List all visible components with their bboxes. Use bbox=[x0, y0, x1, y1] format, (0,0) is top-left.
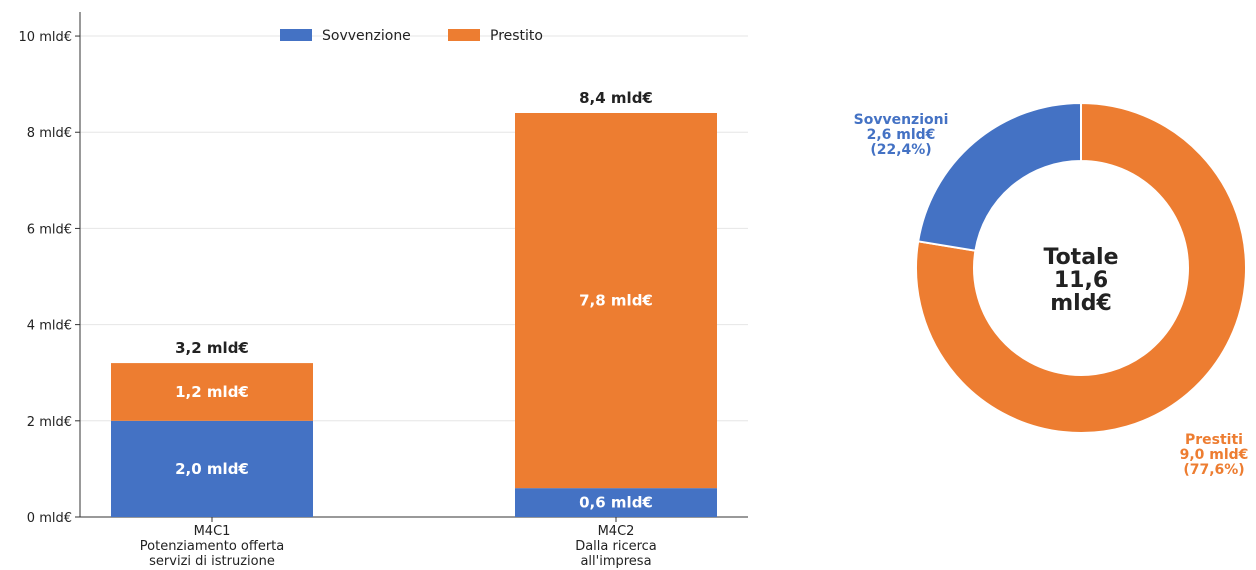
x-tick-label: Potenziamento offerta bbox=[140, 539, 284, 554]
donut-slice bbox=[917, 101, 1082, 252]
y-tick-label: 4 mld€ bbox=[27, 319, 72, 334]
y-tick-label: 0 mld€ bbox=[27, 511, 72, 526]
donut-slice bbox=[915, 101, 1247, 434]
donut-slice-label: (77,6%) bbox=[1183, 462, 1244, 478]
donut-center-label: mld€ bbox=[1050, 291, 1112, 316]
y-tick-label: 6 mld€ bbox=[27, 222, 72, 237]
x-tick-label: Dalla ricerca bbox=[575, 539, 657, 554]
legend-label: Sovvenzione bbox=[322, 28, 411, 44]
bar-value-label: 1,2 mld€ bbox=[175, 383, 249, 401]
bar-segment bbox=[515, 113, 717, 489]
bar-value-label: 0,6 mld€ bbox=[579, 494, 653, 512]
donut-slice-label: Sovvenzioni bbox=[854, 112, 949, 128]
bar-value-label: 7,8 mld€ bbox=[579, 292, 653, 310]
bar-value-label: 2,0 mld€ bbox=[175, 460, 249, 478]
stacked-bar-chart: 0 mld€ 2 mld€ 4 mld€ 6 mld€ 8 mld€ 10 mld€ 2,0… bbox=[19, 12, 748, 569]
x-tick-label: M4C1 bbox=[194, 524, 231, 539]
bar-total-label: 3,2 mld€ bbox=[175, 339, 249, 357]
x-tick-label: all'impresa bbox=[580, 554, 651, 569]
legend-swatch bbox=[280, 29, 312, 41]
donut-center-label: Totale bbox=[1043, 245, 1118, 270]
bar-segment bbox=[111, 420, 313, 517]
y-tick-label: 8 mld€ bbox=[27, 126, 72, 141]
legend-label: Prestito bbox=[490, 28, 543, 44]
bar-total-label: 8,4 mld€ bbox=[579, 89, 653, 107]
y-tick-label: 2 mld€ bbox=[27, 415, 72, 430]
x-tick-label: M4C2 bbox=[598, 524, 635, 539]
bar-segment bbox=[515, 488, 717, 517]
x-tick-label: servizi di istruzione bbox=[149, 554, 275, 569]
donut-center-label: 11,6 bbox=[1054, 268, 1108, 293]
y-tick-label: 10 mld€ bbox=[19, 30, 72, 45]
bar-segment bbox=[111, 363, 313, 421]
donut-slice-label: (22,4%) bbox=[870, 142, 931, 158]
legend-swatch bbox=[448, 29, 480, 41]
donut-slice-label: 9,0 mld€ bbox=[1180, 447, 1249, 463]
donut-slice-label: 2,6 mld€ bbox=[867, 127, 936, 143]
donut-slice-label: Prestiti bbox=[1185, 432, 1243, 448]
